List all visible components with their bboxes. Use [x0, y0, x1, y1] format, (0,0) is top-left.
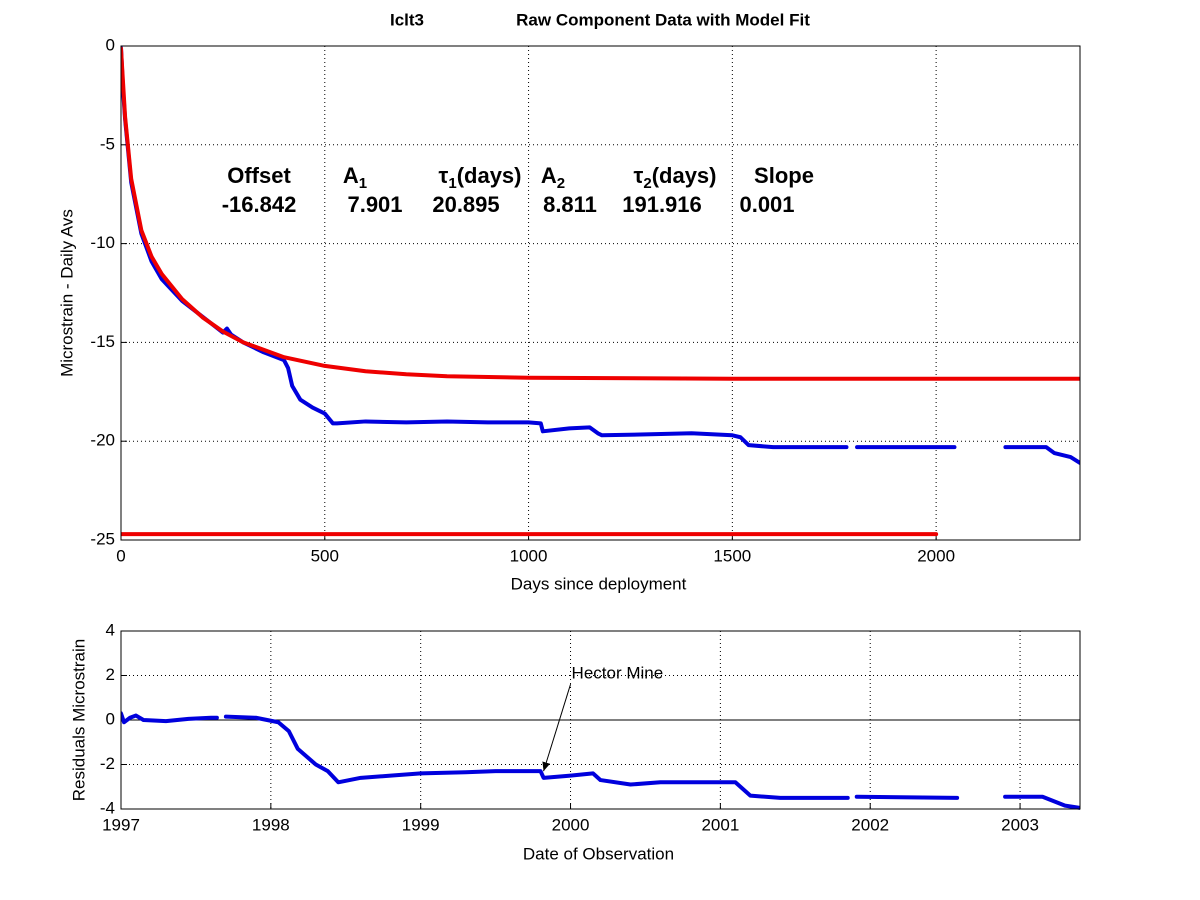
y-tick-label: -25	[90, 529, 115, 548]
param-header: Offset	[227, 163, 291, 188]
y-tick-label: -5	[100, 134, 115, 153]
plot-frame	[120, 630, 1081, 810]
x-tick-label: 2003	[1001, 815, 1039, 834]
x-tick-label: 2002	[851, 815, 889, 834]
x-tick-label: 1000	[510, 546, 548, 565]
param-value: 8.811	[543, 192, 597, 217]
data-line	[121, 711, 219, 725]
param-value: 20.895	[432, 192, 499, 217]
param-header-sub: 1	[359, 175, 367, 192]
y-tick-label: -20	[90, 431, 115, 450]
param-header-suffix: (days)	[652, 163, 717, 188]
data-line	[1003, 445, 1080, 465]
y-tick-label: -2	[100, 754, 115, 773]
param-header-suffix: (days)	[457, 163, 522, 188]
param-value: -16.842	[222, 192, 297, 217]
x-tick-label: 1999	[402, 815, 440, 834]
y-tick-label: 4	[106, 620, 115, 639]
data-line	[121, 46, 1080, 381]
param-header-text: A	[541, 163, 557, 188]
y-tick-label: -15	[90, 332, 115, 351]
param-header-text: A	[343, 163, 359, 188]
x-axis-label: Days since deployment	[511, 574, 687, 593]
x-tick-label: 2001	[701, 815, 739, 834]
x-tick-label: 1998	[252, 815, 290, 834]
param-value: 0.001	[739, 192, 794, 217]
data-line	[1003, 794, 1080, 810]
param-header-text: τ	[439, 163, 449, 188]
y-axis-label: Microstrain - Daily Avs	[57, 209, 76, 377]
y-tick-label: 0	[106, 35, 115, 54]
y-tick-label: 2	[106, 665, 115, 684]
data-line	[223, 714, 850, 800]
x-tick-label: 500	[311, 546, 339, 565]
x-tick-label: 2000	[917, 546, 955, 565]
param-header-text: Slope	[754, 163, 814, 188]
annotation-arrow	[542, 684, 572, 772]
x-tick-label: 0	[116, 546, 125, 565]
param-header-sub: 2	[643, 175, 651, 192]
x-tick-label: 2000	[552, 815, 590, 834]
chart-title: Raw Component Data with Model Fit	[516, 10, 810, 29]
station-label: Iclt3	[390, 10, 424, 29]
plot-area	[121, 46, 1080, 540]
x-tick-label: 1500	[713, 546, 751, 565]
param-value: 191.916	[622, 192, 702, 217]
param-header: τ1(days)	[439, 163, 522, 192]
annotation-text: Hector Mine	[572, 664, 664, 683]
param-header: τ2(days)	[634, 163, 717, 192]
param-header-sub: 2	[557, 175, 565, 192]
y-tick-label: -4	[100, 798, 115, 817]
param-header-sub: 1	[448, 175, 456, 192]
param-header: A1	[343, 163, 367, 192]
param-header-text: τ	[634, 163, 644, 188]
param-header: Slope	[754, 163, 814, 188]
plot-frame	[120, 45, 1081, 541]
param-header-text: Offset	[227, 163, 291, 188]
x-axis-label: Date of Observation	[523, 844, 674, 863]
param-value: 7.901	[347, 192, 402, 217]
param-header: A2	[541, 163, 565, 192]
y-axis-label: Residuals Microstrain	[69, 639, 88, 802]
x-tick-label: 1997	[102, 815, 140, 834]
y-tick-label: -10	[90, 233, 115, 252]
y-tick-label: 0	[106, 709, 115, 728]
data-line	[854, 794, 960, 800]
